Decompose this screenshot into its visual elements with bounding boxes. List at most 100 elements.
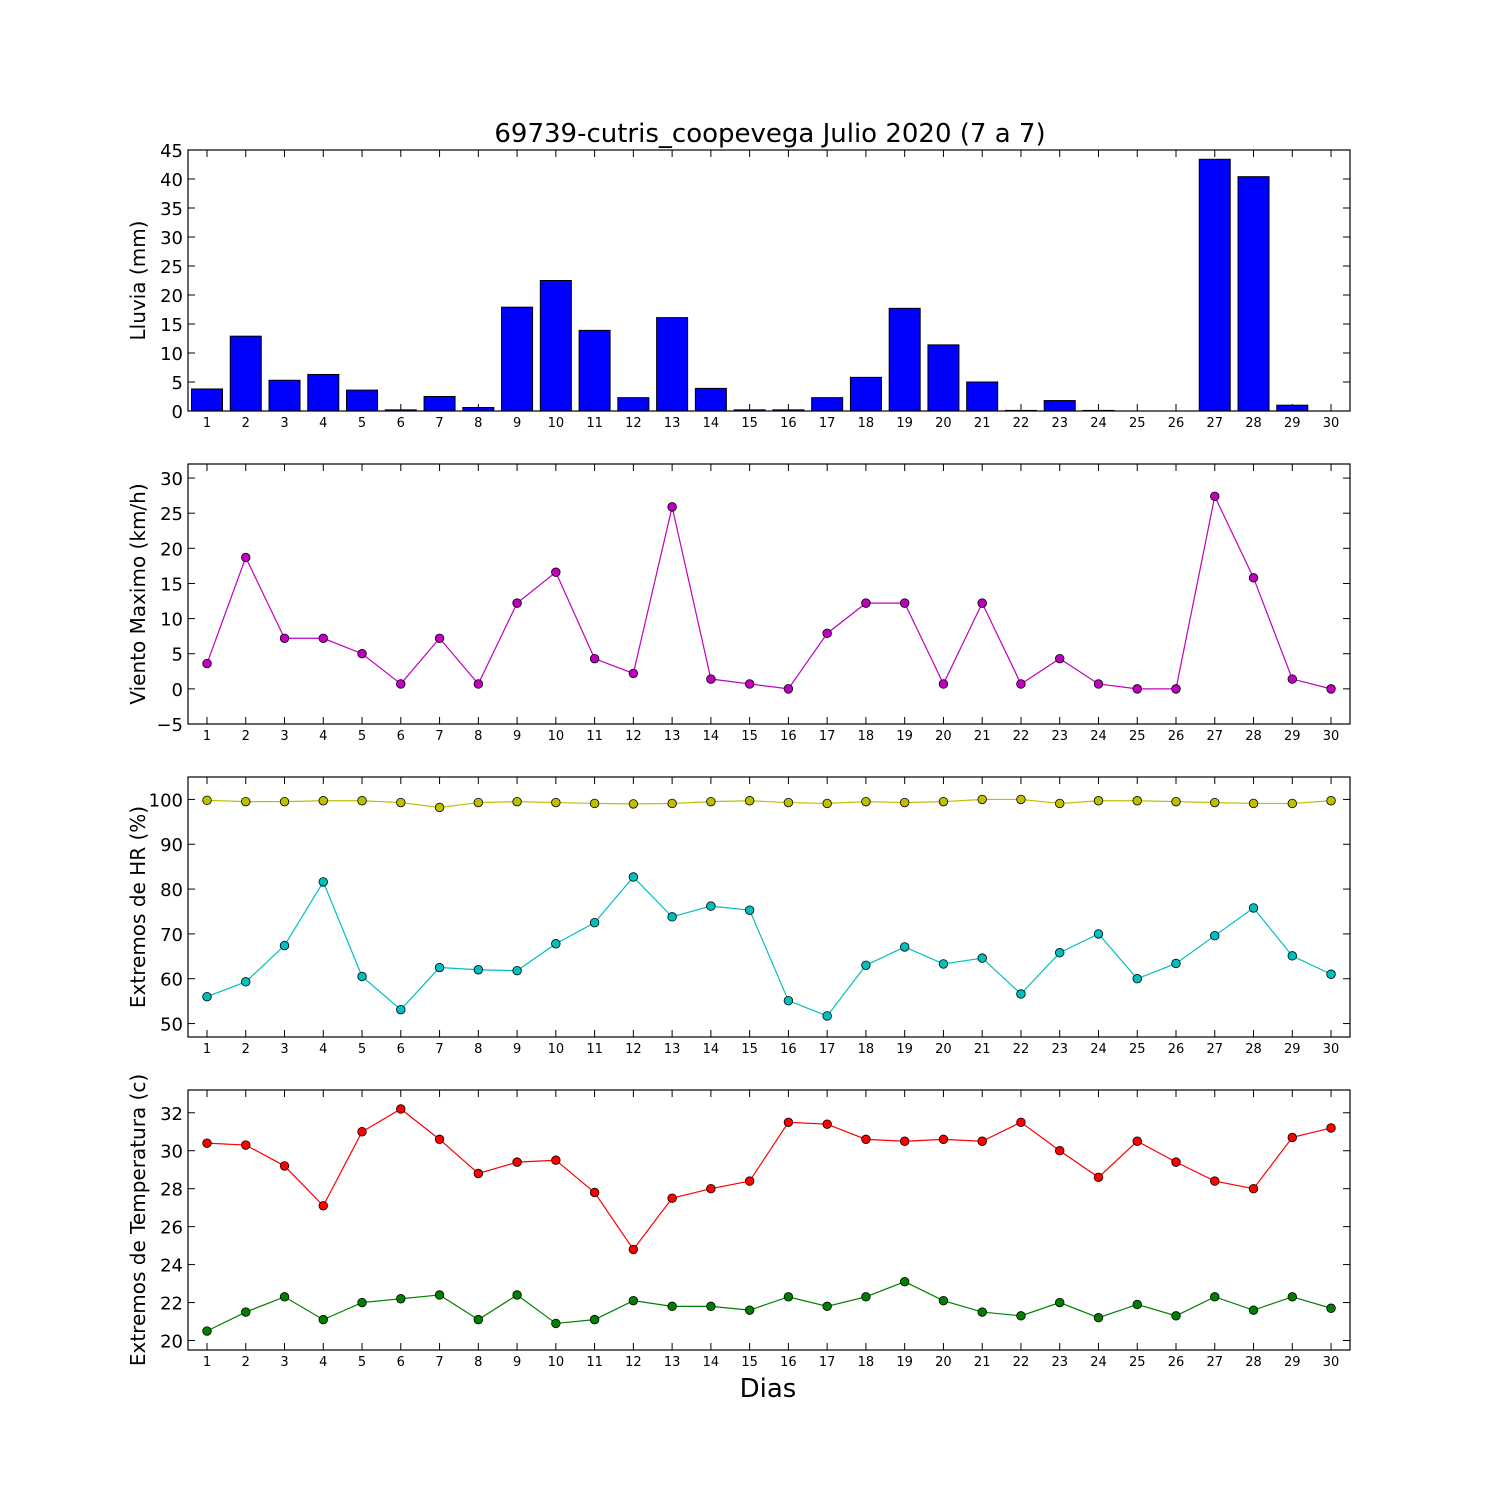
data-point xyxy=(318,633,328,643)
x-tick-label: 10 xyxy=(548,416,565,431)
data-point xyxy=(783,1292,794,1302)
x-tick-label: 19 xyxy=(896,416,913,431)
data-point xyxy=(1016,794,1026,805)
x-tick-label: 27 xyxy=(1206,1042,1223,1057)
data-point xyxy=(279,796,290,807)
series-line xyxy=(206,876,1332,1017)
data-point xyxy=(396,1004,406,1015)
data-point xyxy=(434,1134,445,1145)
y-tick-label: 24 xyxy=(160,1256,183,1277)
data-point xyxy=(1016,989,1026,999)
data-point xyxy=(202,1326,212,1336)
y-tick-label: 60 xyxy=(160,970,183,991)
x-tick-label: 15 xyxy=(741,416,758,431)
bar xyxy=(501,306,534,412)
bar xyxy=(1198,158,1231,412)
y-tick-label: 70 xyxy=(160,925,183,946)
bar xyxy=(849,376,882,412)
x-tick-label: 4 xyxy=(319,416,327,431)
data-point xyxy=(861,1292,871,1302)
x-tick-label: 4 xyxy=(319,1355,327,1370)
y-tick-label: 10 xyxy=(160,344,183,365)
x-tick-label: 6 xyxy=(397,416,405,431)
data-point xyxy=(512,598,522,608)
data-point xyxy=(1287,1292,1297,1302)
x-tick-label: 11 xyxy=(586,1355,603,1370)
data-point xyxy=(589,653,600,664)
data-point xyxy=(899,942,910,952)
data-point xyxy=(1132,1136,1142,1146)
x-tick-label: 20 xyxy=(935,1042,952,1057)
data-point xyxy=(1326,969,1336,979)
bar xyxy=(927,344,960,412)
bar xyxy=(617,397,650,412)
bar xyxy=(811,397,844,412)
x-tick-label: 25 xyxy=(1129,416,1146,431)
x-tick-label: 25 xyxy=(1129,729,1146,744)
x-tick-label: 5 xyxy=(358,1042,366,1057)
x-tick-label: 11 xyxy=(586,1042,603,1057)
data-point xyxy=(241,977,251,987)
x-tick-label: 2 xyxy=(242,1042,250,1057)
x-tick-label: 22 xyxy=(1013,1042,1030,1057)
data-point xyxy=(1016,679,1026,689)
series-line xyxy=(206,1108,1332,1251)
y-axis-label: Extremos de HR (%) xyxy=(126,806,150,1008)
data-point xyxy=(899,598,910,608)
data-point xyxy=(357,971,367,982)
data-point xyxy=(822,798,832,809)
data-point xyxy=(512,965,522,976)
data-point xyxy=(1210,930,1220,941)
y-tick-label: 0 xyxy=(172,680,183,701)
y-tick-label: 40 xyxy=(160,170,183,191)
x-tick-label: 25 xyxy=(1129,1042,1146,1057)
x-tick-label: 21 xyxy=(974,416,991,431)
bar xyxy=(539,280,572,412)
data-point xyxy=(434,802,445,813)
data-point xyxy=(202,658,212,669)
x-tick-label: 19 xyxy=(896,729,913,744)
y-tick-label: 30 xyxy=(160,469,183,490)
data-point xyxy=(861,1134,871,1145)
x-tick-label: 20 xyxy=(935,416,952,431)
x-tick-label: 22 xyxy=(1013,729,1030,744)
data-point xyxy=(1132,796,1142,806)
data-point xyxy=(628,668,639,679)
y-tick-label: 32 xyxy=(160,1104,183,1125)
data-point xyxy=(1171,684,1181,694)
x-tick-label: 19 xyxy=(896,1355,913,1370)
data-point xyxy=(1287,674,1297,684)
y-tick-label: 45 xyxy=(160,141,183,162)
data-point xyxy=(1055,948,1065,958)
y-tick-label: 20 xyxy=(160,1332,183,1353)
data-point xyxy=(551,939,561,949)
data-point xyxy=(977,953,987,963)
x-tick-label: 3 xyxy=(280,1355,288,1370)
data-point xyxy=(1132,1299,1142,1310)
x-tick-label: 16 xyxy=(780,1042,797,1057)
data-point xyxy=(861,598,871,608)
data-point xyxy=(241,1140,251,1150)
y-tick-label: −5 xyxy=(156,715,183,736)
data-point xyxy=(1210,797,1220,808)
y-tick-label: 0 xyxy=(172,402,183,423)
x-tick-label: 9 xyxy=(513,416,521,431)
data-point xyxy=(628,1295,639,1306)
data-point xyxy=(473,797,484,808)
x-tick-label: 23 xyxy=(1051,416,1068,431)
data-point xyxy=(1171,796,1181,807)
x-tick-label: 15 xyxy=(741,1355,758,1370)
x-tick-label: 1 xyxy=(203,729,211,744)
y-tick-label: 20 xyxy=(160,286,183,307)
x-tick-label: 26 xyxy=(1168,729,1185,744)
data-point xyxy=(706,1183,716,1194)
data-point xyxy=(589,1314,600,1325)
x-tick-label: 29 xyxy=(1284,1355,1301,1370)
data-point xyxy=(279,1292,290,1302)
x-tick-label: 17 xyxy=(819,729,836,744)
data-point xyxy=(512,1157,522,1167)
x-tick-label: 2 xyxy=(242,1355,250,1370)
y-tick-label: 15 xyxy=(160,574,183,595)
x-tick-label: 7 xyxy=(435,1355,443,1370)
